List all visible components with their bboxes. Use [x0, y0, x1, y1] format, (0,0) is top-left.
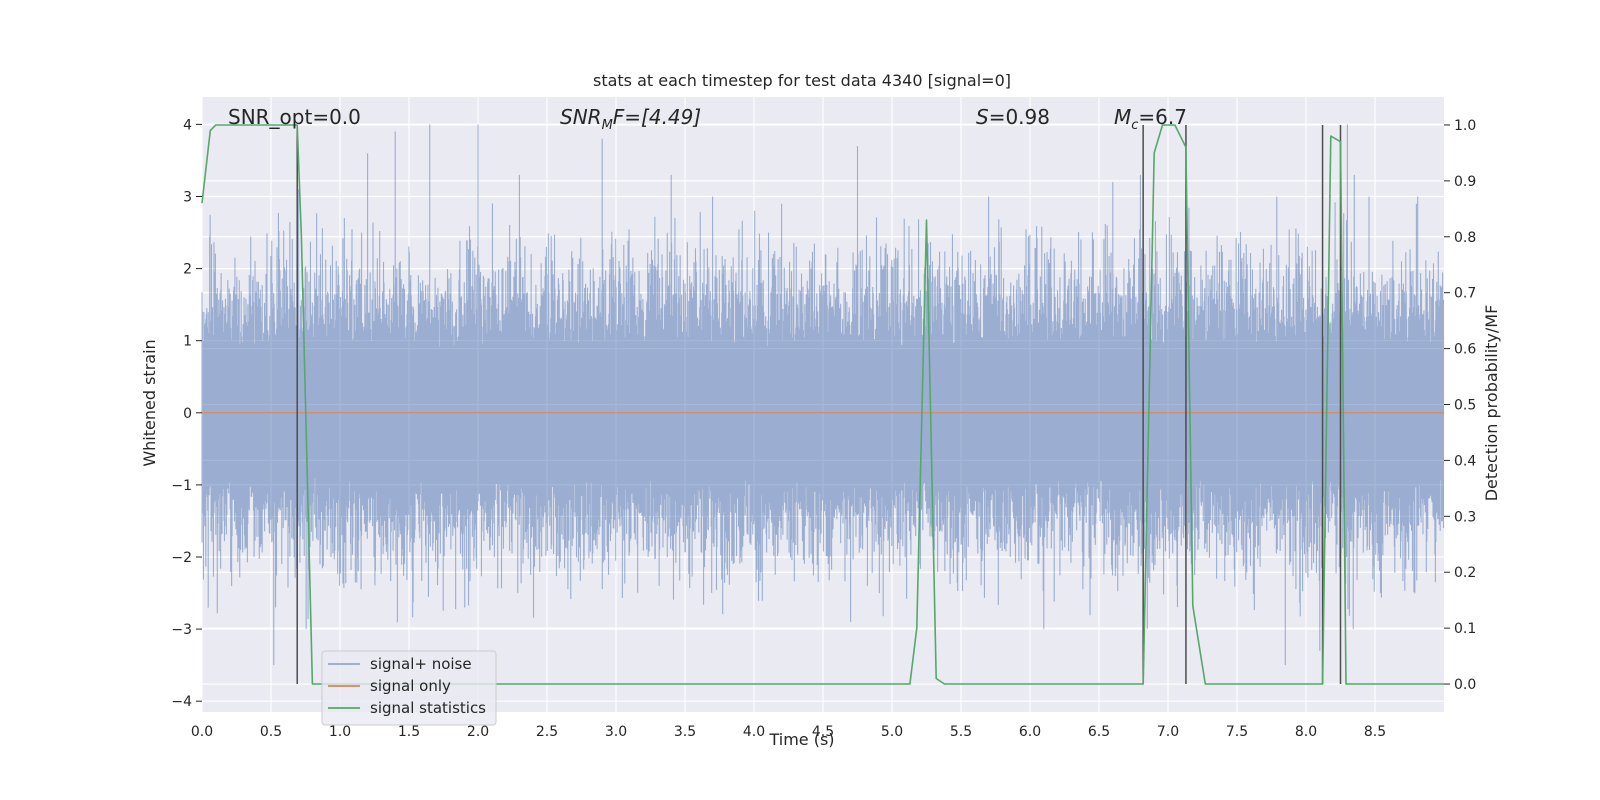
legend: signal+ noise signal only signal statist…: [321, 650, 497, 726]
x-tick-label: 5.0: [881, 724, 903, 740]
y-left-tick-label: −2: [171, 550, 192, 566]
x-tick-label: 5.5: [950, 724, 972, 740]
series-signal-statistics: [201, 124, 1444, 685]
x-tick-label: 6.5: [1088, 724, 1110, 740]
y-left-tick-label: −4: [171, 694, 192, 710]
annotation-snr-mf: SNRMF=[4.49]: [560, 105, 701, 133]
x-tick-label: 4.0: [743, 724, 765, 740]
vertical-marker-lines: [296, 124, 1342, 685]
y-axis-left-label: Whitened strain: [140, 339, 159, 466]
annotation-mc-rest: =6.7: [1138, 105, 1187, 129]
annotation-s: S=0.98: [976, 105, 1050, 129]
annotation-snr-mf-symbol: SNR: [560, 105, 602, 129]
annotation-mc: Mc=6.7: [1114, 105, 1187, 133]
chart-title: stats at each timestep for test data 434…: [593, 71, 1011, 90]
x-tick-label: 3.5: [674, 724, 696, 740]
y-right-tick-labels: 0.0 0.1 0.2 0.3 0.4 0.5 0.6 0.7 0.8 0.9 1.0: [1444, 118, 1476, 693]
x-axis-label: Time (s): [768, 730, 834, 749]
annotation-snr-mf-rest: F=[4.49]: [613, 105, 701, 129]
x-tick-labels: 0.0 0.5 1.0 1.5 2.0 2.5 3.0 3.5 4.0 4.5 5.0 5.5 6.0 6…: [191, 724, 1386, 740]
x-tick-label: 3.0: [605, 724, 627, 740]
x-tick-label: 4.5: [812, 724, 834, 740]
y-right-tick-label: 0.3: [1454, 509, 1476, 525]
annotation-mc-sub: c: [1131, 118, 1138, 133]
legend-label-signal-noise: signal+ noise: [370, 655, 472, 673]
x-tick-label: 0.5: [260, 724, 282, 740]
y-left-tick-label: 3: [183, 189, 192, 205]
x-tick-label: 0.0: [191, 724, 213, 740]
y-right-tick-label: 0.5: [1454, 398, 1476, 414]
annotation-mc-symbol: M: [1114, 105, 1131, 129]
x-tick-label: 6.0: [1019, 724, 1041, 740]
legend-label-signal-statistics: signal statistics: [370, 699, 486, 717]
annotation-snr-mf-sub: M: [602, 118, 613, 133]
y-left-tick-labels: −4 −3 −2 −1 0 1 2 3 4: [171, 117, 202, 710]
y-left-tick-label: 2: [183, 262, 192, 278]
y-left-tick-label: −3: [171, 622, 192, 638]
y-right-tick-label: 0.8: [1454, 230, 1476, 246]
x-tick-label: 7.0: [1157, 724, 1179, 740]
y-left-tick-label: 0: [183, 406, 192, 422]
annotation-s-symbol: S: [976, 105, 989, 129]
y-right-tick-label: 0.0: [1454, 677, 1476, 693]
y-axis-right-label: Detection probability/MF: [1482, 305, 1501, 502]
x-tick-label: 2.0: [467, 724, 489, 740]
y-right-tick-label: 0.2: [1454, 565, 1476, 581]
annotation-s-rest: =0.98: [989, 105, 1050, 129]
y-left-tick-label: −1: [171, 478, 192, 494]
x-tick-label: 1.0: [329, 724, 351, 740]
y-right-tick-label: 0.7: [1454, 286, 1476, 302]
y-right-tick-label: 0.9: [1454, 174, 1476, 190]
x-tick-label: 7.5: [1226, 724, 1248, 740]
x-tick-label: 1.5: [398, 724, 420, 740]
x-tick-label: 8.0: [1295, 724, 1317, 740]
y-right-tick-label: 1.0: [1454, 118, 1476, 134]
annotation-snr-opt: SNR_opt=0.0: [228, 105, 361, 129]
y-right-tick-label: 0.6: [1454, 342, 1476, 358]
legend-box: [321, 650, 497, 726]
y-right-tick-label: 0.1: [1454, 621, 1476, 637]
x-tick-label: 8.5: [1364, 724, 1386, 740]
y-right-tick-label: 0.4: [1454, 453, 1476, 469]
legend-label-signal-only: signal only: [370, 677, 451, 695]
x-tick-label: 2.5: [536, 724, 558, 740]
y-left-tick-label: 4: [183, 117, 192, 133]
y-left-tick-label: 1: [183, 334, 192, 350]
